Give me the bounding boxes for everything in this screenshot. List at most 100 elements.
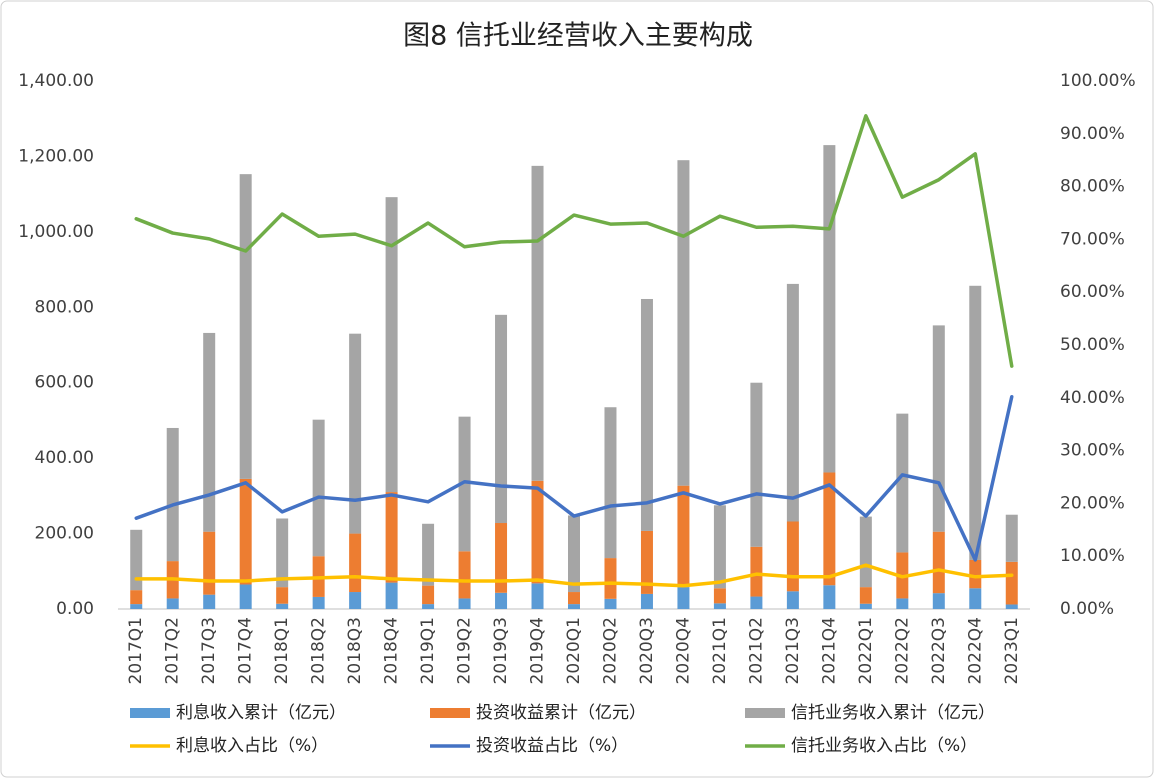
- bar-segment: [495, 523, 508, 593]
- bar-segment: [203, 531, 216, 595]
- x-tick-label: 2020Q2: [600, 617, 620, 684]
- y2-tick-label: 90.00%: [1060, 124, 1125, 144]
- legend-label: 利息收入累计（亿元）: [176, 703, 346, 723]
- y2-tick-label: 0.00%: [1060, 599, 1114, 619]
- bar-segment: [969, 588, 982, 609]
- x-tick-label: 2019Q1: [418, 617, 438, 684]
- y2-tick-label: 50.00%: [1060, 335, 1125, 355]
- y-tick-label: 400.00: [35, 448, 94, 468]
- y2-tick-label: 20.00%: [1060, 493, 1125, 513]
- line-series: [134, 114, 1014, 368]
- bar-segment: [495, 314, 508, 524]
- bar-segment: [604, 558, 617, 599]
- bar-segment: [1005, 561, 1018, 605]
- bar-segment: [385, 582, 398, 609]
- bar-segment: [823, 472, 836, 586]
- legend-swatch: [430, 708, 470, 718]
- y2-tick-label: 60.00%: [1060, 282, 1125, 302]
- bar-segment: [349, 333, 362, 534]
- bar-segment: [239, 478, 252, 585]
- x-tick-label: 2020Q1: [564, 617, 584, 684]
- x-tick-label: 2018Q1: [272, 617, 292, 684]
- y-tick-label: 0.00: [56, 599, 94, 619]
- bar-segment: [422, 585, 435, 605]
- bar-segment: [130, 529, 143, 591]
- y-tick-label: 1,000.00: [18, 222, 94, 242]
- bar-segment: [130, 604, 143, 609]
- bar-segment: [166, 598, 179, 609]
- x-tick-label: 2022Q1: [856, 617, 876, 684]
- y2-tick-label: 70.00%: [1060, 229, 1125, 249]
- y-tick-label: 200.00: [35, 524, 94, 544]
- bar-segment: [786, 591, 799, 609]
- bar-segment: [604, 598, 617, 609]
- x-tick-label: 2021Q3: [783, 617, 803, 684]
- line-series: [134, 394, 1014, 562]
- bar-segment: [531, 480, 544, 584]
- bar-segment: [713, 505, 726, 589]
- x-tick-label: 2019Q3: [491, 617, 511, 684]
- x-tick-label: 2017Q4: [236, 617, 256, 684]
- bar-segment: [604, 407, 617, 559]
- y-tick-label: 1,400.00: [18, 71, 94, 91]
- bar-segment: [969, 559, 982, 589]
- y-tick-label: 1,200.00: [18, 146, 94, 166]
- x-tick-label: 2020Q3: [637, 617, 657, 684]
- bar-segment: [932, 531, 945, 594]
- bar-segment: [932, 325, 945, 532]
- bar-segment: [239, 174, 252, 479]
- bar-segment: [568, 592, 580, 605]
- bar-segment: [130, 590, 143, 605]
- bar-segment: [859, 516, 872, 588]
- bar-segment: [932, 593, 945, 609]
- x-tick-label: 2021Q4: [819, 617, 839, 684]
- bar-segment: [896, 413, 909, 553]
- bar-segment: [786, 283, 799, 522]
- bar-segment: [750, 382, 763, 547]
- bar-segment: [422, 523, 435, 586]
- bar-segment: [495, 592, 508, 609]
- bar-segment: [713, 588, 726, 604]
- bar-segment: [1005, 604, 1018, 609]
- y2-tick-label: 100.00%: [1060, 71, 1136, 91]
- bar-segment: [458, 416, 471, 552]
- bar-segment: [349, 592, 362, 609]
- x-tick-label: 2017Q3: [199, 617, 219, 684]
- x-tick-label: 2022Q3: [929, 617, 949, 684]
- bar-segment: [239, 584, 252, 609]
- bar-segment: [859, 587, 872, 604]
- legend-swatch: [130, 708, 170, 718]
- bar-segment: [640, 298, 653, 531]
- bar-segment: [276, 518, 289, 588]
- bar-segment: [312, 419, 325, 557]
- bar-segment: [276, 587, 289, 604]
- bar-segment: [1005, 514, 1018, 562]
- bar-segment: [422, 604, 435, 609]
- x-tick-label: 2023Q1: [1002, 617, 1022, 684]
- y2-tick-label: 10.00%: [1060, 546, 1125, 566]
- y-tick-label: 600.00: [35, 373, 94, 393]
- x-tick-label: 2017Q2: [163, 617, 183, 684]
- legend-label: 信托业务收入累计（亿元）: [791, 703, 995, 723]
- x-tick-label: 2019Q4: [528, 617, 548, 684]
- bar-segment: [823, 585, 836, 609]
- y2-tick-label: 30.00%: [1060, 441, 1125, 461]
- legend-label: 利息收入占比（%）: [176, 736, 328, 756]
- x-tick-label: 2020Q4: [673, 617, 693, 684]
- bar-segment: [677, 485, 690, 588]
- bar-segment: [458, 598, 471, 609]
- legend-swatch: [745, 708, 785, 718]
- bar-segment: [312, 596, 325, 609]
- bar-segment: [640, 593, 653, 609]
- x-tick-label: 2019Q2: [455, 617, 475, 684]
- bar-segment: [276, 603, 289, 609]
- x-tick-label: 2017Q1: [126, 617, 146, 684]
- bar-segment: [385, 197, 398, 493]
- bar-segment: [385, 492, 398, 583]
- bar-segment: [786, 521, 799, 592]
- bar-segment: [969, 285, 982, 560]
- bar-segment: [349, 533, 362, 593]
- x-tick-label: 2018Q3: [345, 617, 365, 684]
- bar-segment: [823, 145, 836, 473]
